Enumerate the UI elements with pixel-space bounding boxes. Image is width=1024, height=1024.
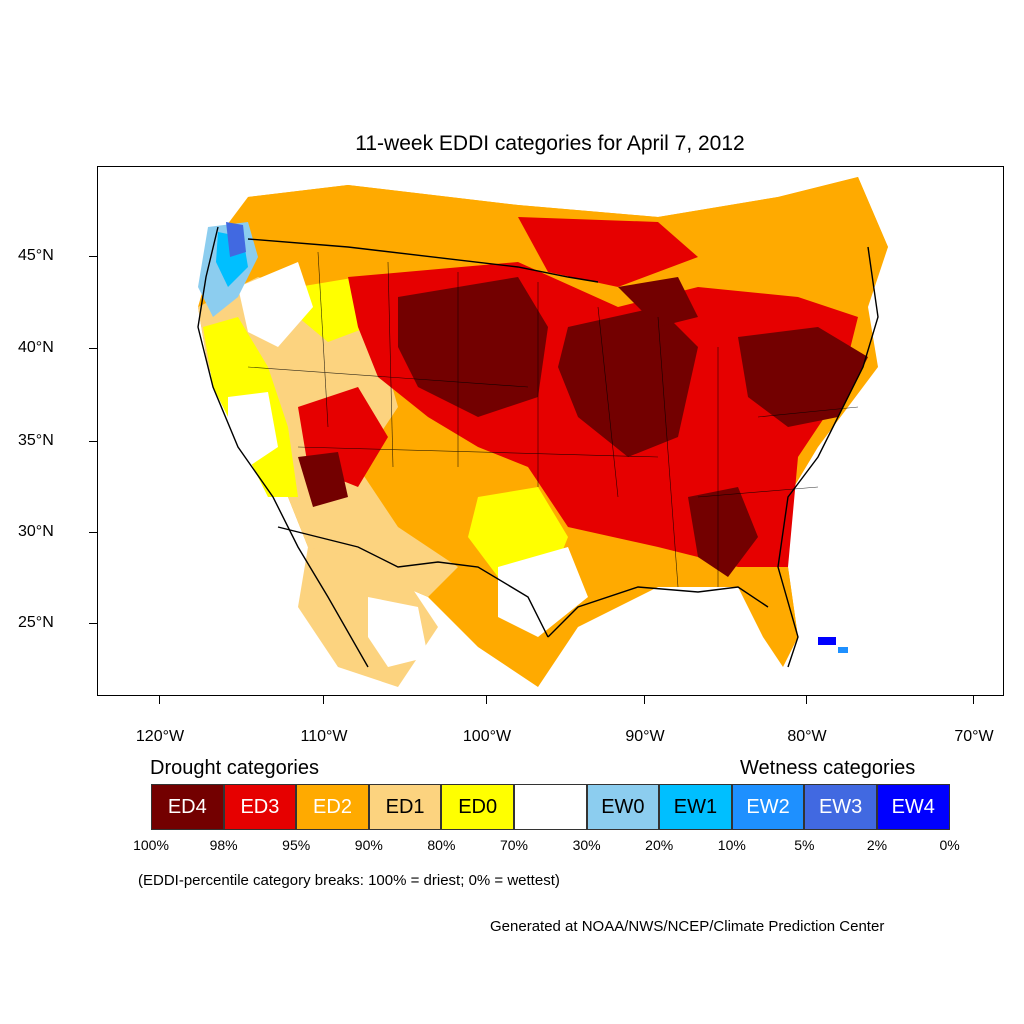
legend-break-label: 98% (209, 837, 238, 853)
region-bahamas-ew2 (838, 647, 848, 653)
region-normal-nevada (228, 392, 278, 467)
legend-box-ew1: EW1 (659, 784, 732, 830)
region-ew3-pnw (226, 222, 246, 257)
lat-tick-40 (89, 348, 97, 349)
region-normal-texas (498, 547, 588, 637)
lon-tick-110 (323, 696, 324, 704)
legend-box-ew0: EW0 (586, 784, 660, 830)
wetness-categories-heading: Wetness categories (740, 757, 916, 779)
lon-tick-70 (973, 696, 974, 704)
region-ed4-arizona (298, 452, 348, 507)
region-ed0-idaho (298, 277, 368, 342)
legend-break-label: 0% (939, 837, 960, 853)
legend-break-label: 5% (794, 837, 815, 853)
region-ed4-southeast (688, 487, 758, 577)
pacific-coastline (197, 226, 369, 668)
legend-break-label: 80% (427, 837, 456, 853)
region-mexico-normal (368, 597, 428, 667)
boundaries (197, 226, 879, 668)
legend-box-ew3: EW3 (804, 784, 877, 830)
legend-break-label: 90% (354, 837, 383, 853)
lon-label-90: 90°W (625, 728, 665, 745)
category-note: (EDDI-percentile category breaks: 100% =… (138, 872, 560, 889)
conus-map (197, 177, 888, 687)
legend-break-label: 10% (717, 837, 746, 853)
drought-categories-heading: Drought categories (150, 757, 319, 779)
legend-box-ew4: EW4 (876, 784, 950, 830)
legend-break-label: 2% (866, 837, 888, 853)
legend-box-ed1: ED1 (368, 784, 442, 830)
lon-label-120: 120°W (135, 728, 185, 745)
legend-break-label: 30% (572, 837, 601, 853)
lon-label-110: 110°W (300, 728, 348, 745)
legend-box-ed2: ED2 (296, 784, 369, 830)
map-title: 11-week EDDI categories for April 7, 201… (355, 132, 745, 155)
eddi-field (198, 177, 888, 687)
gulf-coastline (547, 586, 769, 638)
category-legend: ED4 ED3 ED2 ED1 ED0 EW0 EW1 EW2 EW3 EW4 (151, 784, 950, 830)
region-ed4-plains (398, 277, 548, 417)
lon-tick-90 (644, 696, 645, 704)
region-ed4-northeast (738, 327, 868, 427)
legend-box-ed3: ED3 (223, 784, 297, 830)
lon-label-80: 80°W (787, 728, 827, 745)
legend-box-normal (513, 784, 587, 830)
lat-label-45: 45°N (18, 247, 54, 264)
lat-label-40: 40°N (18, 339, 54, 356)
map-panel (97, 166, 1004, 696)
atlantic-coastline (777, 246, 879, 668)
legend-break-label: 20% (645, 837, 674, 853)
legend-box-ed4: ED4 (151, 784, 224, 830)
us-mexico-border (277, 526, 549, 638)
region-florida-ed2 (738, 567, 798, 667)
region-ed3-canada (518, 217, 698, 287)
lat-label-25: 25°N (18, 614, 54, 631)
state-lines (247, 251, 859, 588)
legend-box-ew2: EW2 (731, 784, 805, 830)
lat-tick-30 (89, 532, 97, 533)
lat-label-30: 30°N (18, 523, 54, 540)
region-ed4-ontario (618, 277, 698, 327)
lon-label-100: 100°W (462, 728, 512, 745)
lon-tick-100 (486, 696, 487, 704)
lat-tick-45 (89, 256, 97, 257)
credit-line: Generated at NOAA/NWS/NCEP/Climate Predi… (490, 918, 885, 935)
region-normal-west (238, 262, 313, 347)
region-ed4-midwest (558, 307, 698, 457)
region-bahamas-ew4 (818, 637, 836, 645)
legend-break-label: 100% (133, 837, 169, 853)
lon-label-70: 70°W (954, 728, 994, 745)
lon-tick-120 (159, 696, 160, 704)
legend-break-label: 95% (282, 837, 311, 853)
lat-label-35: 35°N (18, 432, 54, 449)
lon-tick-80 (806, 696, 807, 704)
lat-tick-35 (89, 441, 97, 442)
legend-box-ed0: ED0 (441, 784, 514, 830)
us-canada-border (247, 238, 599, 283)
lat-tick-25 (89, 623, 97, 624)
legend-break-label: 70% (499, 837, 529, 853)
